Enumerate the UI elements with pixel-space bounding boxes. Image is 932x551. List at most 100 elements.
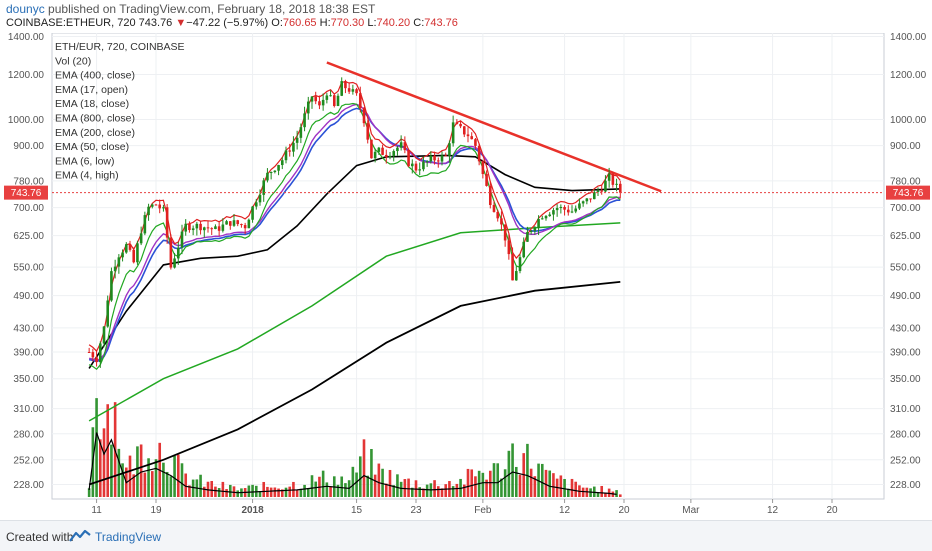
candle-body [273, 170, 277, 173]
candle-body [113, 266, 117, 272]
candle-body [277, 165, 280, 171]
candle-body [214, 226, 217, 230]
candle-body [496, 211, 500, 219]
volume-bar [299, 488, 303, 497]
volume-bar [425, 484, 429, 497]
volume-bar [436, 486, 440, 497]
volume-bar [188, 485, 191, 497]
candle-body [121, 252, 124, 258]
legend-item[interactable]: EMA (4, high) [55, 170, 119, 182]
candle-body [321, 99, 325, 106]
y-tick-right: 280.00 [890, 429, 921, 440]
candle-body [169, 237, 173, 268]
volume-bar [410, 487, 414, 497]
candle-body [466, 134, 470, 137]
candle-body [436, 160, 440, 162]
volume-bar [150, 471, 154, 497]
volume-bar [366, 475, 370, 497]
candle-body [462, 126, 466, 135]
y-tick-left: 390.00 [13, 347, 44, 358]
y-tick-right: 625.00 [890, 231, 921, 242]
legend-item[interactable]: Vol (20) [55, 55, 91, 67]
candle-body [139, 233, 143, 244]
plot-area[interactable] [51, 33, 885, 500]
candle-body [325, 95, 329, 100]
y-tick-left: 900.00 [13, 141, 44, 152]
candle-body [470, 136, 474, 140]
ohlc-bar: COINBASE:ETHEUR, 720 743.76 ▼−47.22 (−5.… [6, 17, 458, 29]
volume-bar [98, 439, 102, 497]
legend-item[interactable]: EMA (18, close) [55, 98, 129, 110]
candle-body [459, 123, 462, 127]
candle-body [217, 226, 221, 231]
legend-item[interactable]: ETH/EUR, 720, COINBASE [55, 41, 185, 53]
volume-bar [377, 463, 381, 497]
candle-body [529, 230, 533, 233]
volume-bar [210, 480, 214, 497]
candle-body [199, 223, 202, 231]
volume-bar [570, 478, 574, 497]
legend-item[interactable]: EMA (200, close) [55, 127, 135, 139]
volume-bar [529, 468, 533, 497]
candle-body [280, 160, 284, 166]
volume-bar [511, 443, 514, 497]
volume-bar [154, 459, 158, 497]
volume-bar [351, 466, 355, 497]
candle-body [548, 214, 552, 217]
candle-body [581, 201, 585, 204]
y-tick-left: 490.00 [13, 291, 44, 302]
volume-bar [559, 475, 563, 497]
volume-bar [362, 439, 366, 497]
candle-body [87, 351, 91, 353]
legend-item[interactable]: EMA (17, open) [55, 84, 128, 96]
candle-body [600, 190, 604, 192]
price-chart[interactable]: ETH/EUR, 720, COINBASE Vol (20) EMA (400, … [0, 33, 932, 520]
candle-body [247, 219, 251, 229]
y-tick-left: 280.00 [13, 429, 44, 440]
legend-item[interactable]: EMA (50, close) [55, 141, 129, 153]
tradingview-logo-icon[interactable] [69, 529, 91, 543]
x-axis[interactable]: 11 19 2018 15 23 Feb 12 20 Mar 12 20 [91, 499, 838, 516]
candle-body [563, 207, 566, 210]
candle-body [221, 224, 225, 231]
x-tick-label: 15 [351, 505, 363, 516]
candle-body [351, 89, 355, 92]
last-price-tag-right [886, 185, 930, 200]
legend-item[interactable]: EMA (6, low) [55, 155, 115, 167]
candle-body [615, 183, 618, 185]
volume-bar [381, 468, 384, 497]
x-tick-label: 20 [826, 505, 838, 516]
author-name[interactable]: dounyc [6, 2, 45, 16]
trendline[interactable] [326, 61, 662, 193]
volume-bar [581, 487, 585, 497]
candle-body [355, 89, 358, 94]
open-label: O: [271, 17, 283, 29]
ema-long-black-line [88, 281, 621, 486]
candle-body [206, 227, 210, 229]
candle-body [184, 223, 188, 232]
x-tick-label: 20 [618, 505, 630, 516]
high-label: H: [319, 17, 331, 29]
candle-body [492, 205, 496, 212]
candle-body [559, 207, 563, 209]
candle-body [95, 357, 98, 363]
volume-bar [310, 475, 314, 497]
volume-bar [128, 455, 132, 497]
y-axis-left[interactable]: 1400.00 1200.00 1000.00 900.00 780.00 700.00 6… [8, 33, 45, 491]
candle-body [589, 198, 592, 200]
x-tick-label: 11 [91, 505, 102, 516]
tradingview-link[interactable]: TradingView [95, 530, 162, 544]
volume-bar [225, 489, 228, 497]
candle-body [303, 113, 306, 128]
candles [87, 77, 622, 368]
legend-item[interactable]: EMA (800, close) [55, 113, 135, 125]
volume-bar [399, 481, 403, 497]
y-tick-left: 1400.00 [8, 33, 45, 43]
y-axis-right[interactable]: 1400.00 1200.00 1000.00 900.00 780.00 700.00 6… [890, 33, 927, 491]
legend-item[interactable]: EMA (400, close) [55, 70, 135, 82]
x-tick-label: 19 [150, 505, 162, 516]
down-arrow-icon: ▼ [175, 17, 187, 29]
candle-body [477, 145, 481, 162]
volume-bar [518, 474, 522, 497]
y-tick-right: 780.00 [890, 176, 921, 187]
